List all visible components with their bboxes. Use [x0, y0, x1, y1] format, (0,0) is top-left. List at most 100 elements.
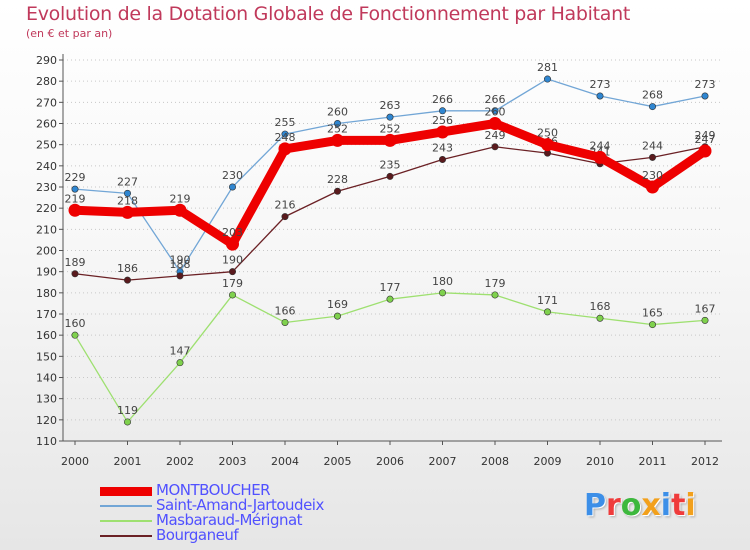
data-point-bourganeuf — [281, 213, 289, 221]
y-tick-label: 210 — [36, 223, 57, 236]
data-label-masbaraud-m-rignat: 147 — [170, 345, 191, 358]
data-point-masbaraud-m-rignat — [229, 291, 237, 299]
data-label-bourganeuf: 186 — [117, 262, 138, 275]
data-point-montboucher — [278, 142, 292, 156]
data-point-saint-amand-jartoudeix — [701, 92, 709, 100]
data-point-saint-amand-jartoudeix — [333, 120, 341, 128]
y-tick-label: 140 — [36, 372, 57, 385]
x-tick-label: 2007 — [429, 455, 457, 468]
data-label-montboucher: 244 — [590, 139, 611, 152]
y-tick-label: 280 — [36, 75, 57, 88]
x-tick-label: 2000 — [61, 455, 89, 468]
data-label-saint-amand-jartoudeix: 190 — [170, 254, 191, 267]
legend-swatch-bourganeuf — [100, 535, 152, 537]
y-tick-label: 270 — [36, 96, 57, 109]
x-tick-label: 2004 — [271, 455, 299, 468]
logo-letter: x — [641, 488, 661, 523]
data-label-montboucher: 230 — [642, 169, 663, 182]
data-point-montboucher — [488, 117, 502, 130]
data-label-saint-amand-jartoudeix: 260 — [327, 106, 348, 119]
data-point-montboucher — [698, 144, 712, 158]
data-point-saint-amand-jartoudeix — [229, 183, 237, 191]
data-label-saint-amand-jartoudeix: 230 — [222, 169, 243, 182]
data-point-masbaraud-m-rignat — [701, 316, 709, 324]
data-label-montboucher: 252 — [380, 122, 401, 135]
data-point-montboucher — [593, 150, 607, 164]
x-tick-label: 2011 — [639, 455, 667, 468]
x-tick-label: 2010 — [586, 455, 614, 468]
data-label-bourganeuf: 188 — [170, 258, 191, 271]
data-point-bourganeuf — [648, 153, 656, 161]
data-point-montboucher — [121, 205, 134, 219]
y-tick-label: 220 — [36, 202, 57, 215]
data-label-masbaraud-m-rignat: 177 — [380, 281, 401, 294]
chart-title: Evolution de la Dotation Globale de Fonc… — [26, 3, 631, 25]
legend-swatch-montboucher-bar — [100, 487, 152, 496]
data-label-montboucher: 203 — [222, 226, 243, 239]
y-tick-label: 130 — [36, 393, 57, 406]
data-point-masbaraud-m-rignat — [543, 308, 551, 316]
logo-letter: t — [671, 488, 686, 523]
data-label-saint-amand-jartoudeix: 268 — [642, 89, 663, 102]
data-point-montboucher — [226, 237, 239, 251]
data-label-masbaraud-m-rignat: 169 — [327, 298, 348, 311]
data-label-bourganeuf: 244 — [642, 139, 663, 152]
data-point-saint-amand-jartoudeix — [438, 107, 446, 115]
data-point-masbaraud-m-rignat — [124, 418, 132, 426]
proxiti-logo: Proxiti — [584, 488, 696, 523]
legend-label-masbaraud: Masbaraud-Mérignat — [156, 511, 303, 529]
data-label-saint-amand-jartoudeix: 273 — [695, 78, 716, 91]
data-point-bourganeuf — [333, 187, 341, 195]
data-label-saint-amand-jartoudeix: 281 — [537, 61, 558, 74]
y-tick-label: 230 — [36, 181, 57, 194]
y-tick-label: 150 — [36, 350, 57, 363]
data-label-bourganeuf: 249 — [485, 129, 506, 142]
y-tick-label: 240 — [36, 160, 57, 173]
data-point-montboucher — [173, 203, 187, 217]
data-label-saint-amand-jartoudeix: 227 — [117, 175, 138, 188]
legend-swatch-masbaraud-bar — [100, 520, 152, 522]
y-tick-label: 200 — [36, 245, 57, 258]
legend-swatch-saint-amand-bar — [100, 505, 152, 507]
x-tick-label: 2001 — [114, 455, 142, 468]
legend-label-montboucher: MONTBOUCHER — [156, 481, 271, 499]
logo-letter: i — [660, 488, 672, 523]
data-point-saint-amand-jartoudeix — [543, 75, 551, 83]
data-label-bourganeuf: 243 — [432, 141, 453, 154]
data-point-masbaraud-m-rignat — [648, 321, 656, 329]
data-point-montboucher — [383, 133, 397, 147]
data-point-masbaraud-m-rignat — [491, 291, 499, 299]
data-label-saint-amand-jartoudeix: 266 — [485, 93, 506, 106]
data-label-montboucher: 252 — [327, 122, 348, 135]
data-point-saint-amand-jartoudeix — [491, 107, 499, 115]
data-label-masbaraud-m-rignat: 179 — [222, 277, 243, 290]
legend-label-bourganeuf: Bourganeuf — [156, 526, 239, 544]
data-point-bourganeuf — [438, 155, 446, 163]
data-point-montboucher — [541, 138, 554, 152]
data-label-masbaraud-m-rignat: 168 — [590, 300, 611, 313]
data-label-bourganeuf: 249 — [695, 129, 716, 142]
legend-swatch-montboucher — [100, 487, 152, 496]
data-label-montboucher: 218 — [117, 194, 138, 207]
data-point-saint-amand-jartoudeix — [648, 103, 656, 111]
x-tick-label: 2008 — [481, 455, 509, 468]
data-point-saint-amand-jartoudeix — [386, 113, 394, 121]
data-label-masbaraud-m-rignat: 119 — [117, 404, 138, 417]
data-label-saint-amand-jartoudeix: 255 — [275, 116, 296, 129]
data-point-masbaraud-m-rignat — [71, 331, 79, 339]
data-point-bourganeuf — [176, 272, 184, 280]
data-label-masbaraud-m-rignat: 171 — [537, 294, 558, 307]
data-label-saint-amand-jartoudeix: 229 — [65, 171, 86, 184]
data-point-saint-amand-jartoudeix — [596, 92, 604, 100]
data-point-masbaraud-m-rignat — [333, 312, 341, 320]
legend-swatch-bourganeuf-bar — [100, 535, 152, 537]
data-label-masbaraud-m-rignat: 179 — [485, 277, 506, 290]
data-label-montboucher: 247 — [695, 133, 716, 146]
data-label-montboucher: 248 — [275, 131, 296, 144]
logo-letter: r — [606, 488, 621, 523]
data-label-bourganeuf: 228 — [327, 173, 348, 186]
y-tick-label: 180 — [36, 287, 57, 300]
data-label-montboucher: 219 — [170, 192, 191, 205]
